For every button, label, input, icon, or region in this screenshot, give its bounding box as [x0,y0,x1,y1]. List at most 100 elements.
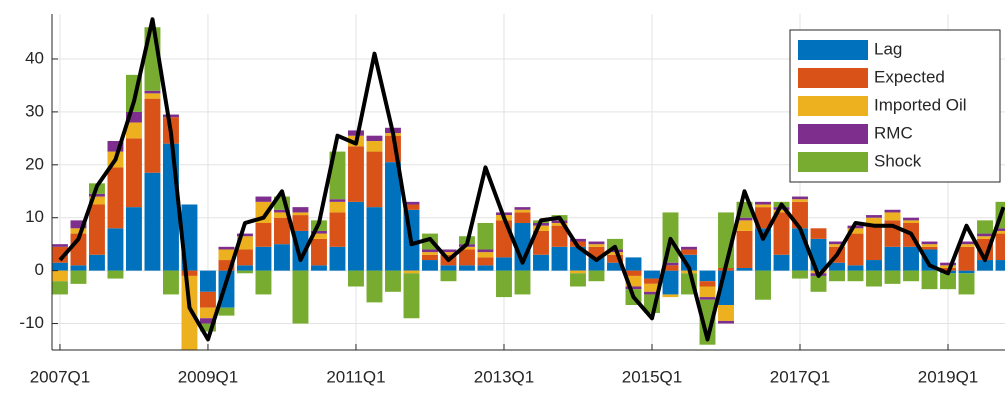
bar-segment [496,257,512,271]
bar-segment [921,241,938,245]
y-tick-label: 10 [25,207,44,226]
bar-segment [89,204,105,255]
bar-segment [200,307,216,319]
bar-segment [477,252,494,258]
bar-segment [403,270,420,274]
bar-segment [237,270,253,274]
y-tick-label: 20 [25,154,44,173]
bar-segment [829,262,845,271]
bar-segment [847,225,864,229]
bar-segment [52,270,68,282]
bar-segment [921,270,938,290]
bar-segment [699,286,716,298]
bar-segment [255,270,272,295]
bar-segment [255,196,272,202]
bar-segment [607,254,623,263]
bar-segment [847,265,864,271]
bar-segment [866,215,882,218]
bar-segment [496,270,512,298]
bar-segment [718,305,734,321]
bar-segment [218,260,235,271]
bar-segment [681,249,697,255]
bar-segment [884,270,901,284]
legend-swatch [798,40,868,60]
bar-segment [810,275,827,292]
bar-segment [348,201,364,271]
bar-segment [514,207,531,210]
bar-segment [311,233,327,239]
bar-segment [89,254,105,271]
bar-segment [126,138,142,208]
bar-segment [311,265,327,271]
bar-segment [292,212,309,216]
bar-segment [551,246,568,271]
bar-segment [755,204,771,208]
bar-segment [200,291,216,308]
bar-segment [625,286,642,290]
bar-segment [70,265,87,271]
bar-segment [274,209,290,213]
bar-segment [477,265,494,271]
bar-segment [940,262,956,266]
bar-segment [866,225,882,261]
bar-segment [274,212,290,218]
bar-segment [52,262,68,271]
bar-segment [422,260,438,271]
legend-swatch [798,152,868,172]
bar-segment [440,252,457,255]
bar-segment [958,273,975,295]
bar-segment [570,246,586,271]
bar-segment [292,207,309,213]
bar-segment [329,201,346,213]
bar-segment [477,249,494,253]
bar-segment [940,265,956,268]
y-tick-label: 40 [25,48,44,67]
bar-segment [181,270,198,276]
bar-segment [292,270,309,324]
bar-segment [459,265,475,271]
bar-segment [329,246,346,271]
bar-segment [903,217,919,221]
bar-segment [514,209,531,213]
bar-segment [514,223,531,271]
bar-segment [607,238,623,250]
bar-segment [847,233,864,266]
bar-segment [311,230,327,234]
bar-segment [440,249,457,253]
bar-segment [588,246,605,258]
bar-segment [570,238,586,242]
x-tick-label: 2019Q1 [918,367,979,386]
bar-segment [551,225,568,247]
bar-segment [403,204,420,210]
bar-segment [995,228,1005,231]
bar-segment [200,270,216,292]
bar-segment [773,209,790,213]
bar-segment [348,146,364,202]
bar-segment [977,236,993,239]
bar-segment [70,270,87,284]
bar-segment [718,320,734,324]
bar-segment [329,212,346,247]
bar-segment [792,196,808,200]
bar-segment [884,209,901,213]
bar-segment [662,294,679,298]
bar-segment [588,244,605,247]
bar-segment [755,270,771,300]
bar-segment [736,220,753,231]
bar-segment [533,254,549,271]
bar-segment [810,228,827,239]
bar-segment [995,233,1005,261]
bar-segment [921,244,938,247]
bar-segment [144,98,161,173]
legend-label: RMC [874,123,913,142]
bar-segment [52,246,68,263]
bar-segment [348,270,364,287]
bar-segment [792,270,808,279]
bar-segment [995,260,1005,271]
bar-segment [163,270,179,295]
bar-segment [847,228,864,234]
bar-segment [89,196,105,205]
bar-segment [533,225,549,231]
bar-segment [588,241,605,245]
bar-segment [52,281,68,295]
